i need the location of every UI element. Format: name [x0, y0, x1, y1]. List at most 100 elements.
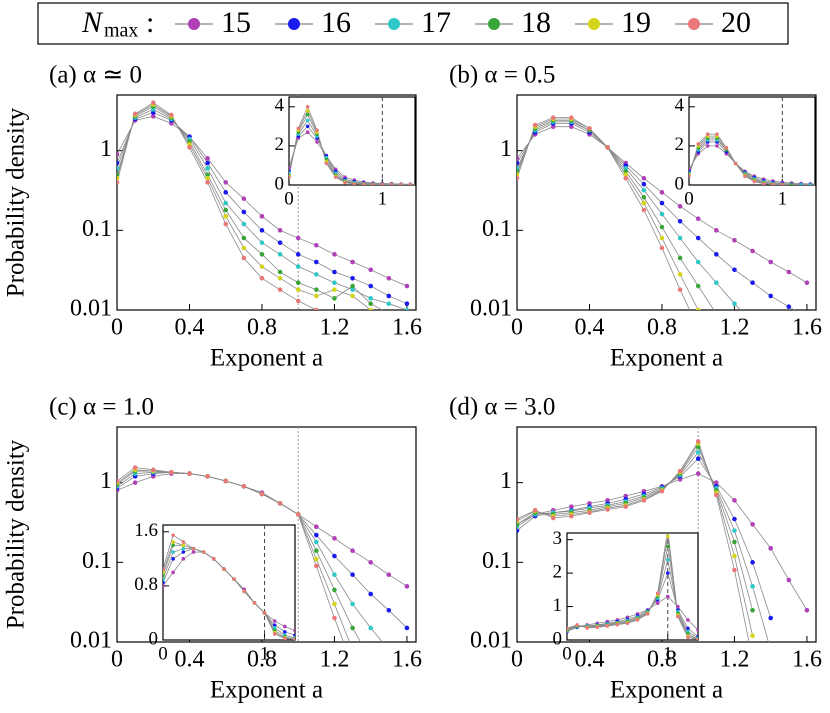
data-point: [314, 259, 319, 265]
data-point: [768, 647, 773, 652]
data-point: [641, 194, 647, 200]
data-point: [387, 311, 392, 316]
data-point: [659, 200, 665, 206]
data-point: [569, 504, 574, 509]
data-point: [132, 480, 138, 485]
data-point: [768, 293, 773, 299]
legend-label: 19: [621, 6, 651, 39]
panel: 0 0.4 0.8 1.2 1.6 0.01 0.1 1 (c) α = 1.0 Exponent…: [3, 394, 422, 704]
data-point: [314, 539, 319, 545]
inset: 0 1 0 0.8 1.6: [134, 520, 296, 665]
series-group: [517, 439, 810, 652]
x-tick-label: 0: [562, 644, 572, 665]
data-point: [437, 183, 441, 187]
data-point: [517, 516, 520, 522]
data-point: [418, 183, 422, 187]
data-point: [641, 181, 647, 187]
data-point: [332, 587, 337, 593]
data-point: [223, 200, 229, 206]
data-point: [352, 182, 357, 185]
data-point: [659, 235, 665, 241]
series-group: [517, 115, 810, 330]
data-point: [223, 207, 229, 213]
data-point: [314, 556, 319, 562]
series-group: [689, 132, 822, 187]
data-point: [289, 165, 291, 170]
data-point: [750, 280, 755, 286]
series-line: [517, 440, 750, 642]
data-point: [305, 130, 310, 134]
data-point: [677, 204, 683, 209]
data-point: [163, 570, 165, 575]
legend-title-suffix: :: [146, 6, 154, 39]
data-point: [587, 510, 592, 515]
data-point: [686, 618, 690, 622]
data-point: [241, 245, 247, 251]
y-tick-label: 2: [675, 134, 685, 155]
x-tick-label: 1.2: [319, 647, 349, 673]
data-point: [333, 175, 338, 179]
data-point: [437, 183, 441, 187]
y-tick-label: 0: [149, 628, 159, 649]
data-point: [223, 214, 229, 219]
data-point: [696, 325, 701, 330]
data-point: [750, 633, 755, 638]
y-tick-label: 0.01: [470, 628, 512, 654]
data-point: [665, 534, 670, 539]
data-point: [427, 183, 431, 187]
data-point: [295, 287, 301, 292]
series-group: [117, 465, 410, 642]
data-point: [715, 144, 719, 148]
data-point: [272, 619, 277, 623]
data-point: [163, 567, 165, 571]
data-point: [314, 307, 319, 310]
data-point: [181, 546, 186, 551]
data-point: [368, 325, 373, 330]
legend-title: N: [81, 6, 104, 39]
panel-title: (a) α ≃ 0: [49, 62, 142, 89]
series-group: [567, 533, 698, 640]
data-point: [427, 183, 431, 187]
data-point: [205, 176, 210, 181]
x-tick-label: 1.6: [392, 315, 422, 341]
data-point: [117, 176, 120, 181]
data-point: [163, 577, 165, 581]
data-point: [750, 248, 755, 254]
x-tick-label: 1: [663, 644, 673, 665]
data-point: [818, 183, 822, 187]
data-point: [689, 174, 691, 178]
data-point: [569, 124, 574, 129]
data-point: [171, 557, 175, 561]
y-tick-label: 2: [275, 134, 285, 155]
data-point: [171, 540, 175, 544]
data-point: [677, 468, 683, 474]
x-tick-label: 1: [260, 644, 270, 665]
data-point: [732, 498, 737, 503]
data-point: [623, 504, 629, 509]
x-axis-label: Exponent a: [210, 677, 323, 704]
data-point: [427, 183, 431, 187]
data-point: [181, 543, 186, 548]
data-point: [272, 632, 277, 636]
y-tick-label: 1: [553, 595, 563, 616]
x-tick-label: 0.4: [574, 647, 604, 673]
data-point: [293, 628, 295, 633]
data-point: [404, 584, 410, 589]
data-point: [615, 622, 620, 627]
data-point: [350, 287, 355, 292]
data-point: [686, 626, 690, 631]
data-point: [665, 557, 670, 562]
data-point: [408, 183, 413, 185]
legend: N max : 15 16 17 18 19 20: [81, 6, 751, 42]
data-point: [262, 611, 267, 615]
data-point: [695, 439, 701, 444]
series-group: [117, 100, 410, 330]
y-axis-label: Probability density: [3, 439, 30, 629]
data-point: [550, 124, 556, 129]
data-point: [350, 283, 355, 289]
data-point: [295, 252, 301, 257]
data-point: [163, 584, 165, 588]
data-point: [786, 269, 792, 275]
data-point: [750, 522, 755, 527]
data-point: [799, 182, 803, 185]
